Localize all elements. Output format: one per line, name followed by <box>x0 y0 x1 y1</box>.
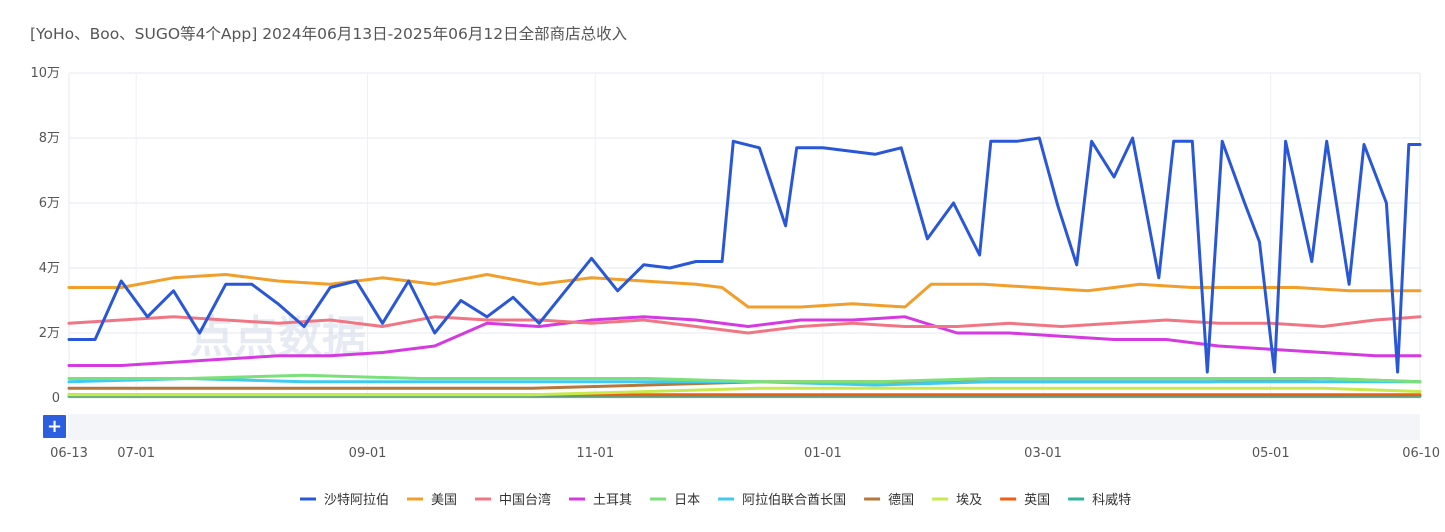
legend-label: 土耳其 <box>593 493 632 508</box>
legend-item[interactable]: 中国台湾 <box>475 492 551 508</box>
zoom-expand-button[interactable] <box>43 415 66 438</box>
legend-item[interactable]: 阿拉伯联合酋长国 <box>718 492 846 508</box>
legend: 沙特阿拉伯 美国 中国台湾 土耳其 日本 阿拉伯联合酋长国 德国 埃及 英国 科威特 <box>300 492 1131 508</box>
y-tick-label: 6万 <box>39 196 60 211</box>
series-line <box>67 315 1422 335</box>
legend-item[interactable]: 英国 <box>1000 493 1050 508</box>
series-lines <box>67 136 1422 398</box>
series-line <box>67 386 1422 397</box>
legend-item[interactable]: 日本 <box>650 493 700 508</box>
legend-item[interactable]: 沙特阿拉伯 <box>300 493 389 508</box>
series-line <box>67 273 1422 309</box>
legend-item[interactable]: 埃及 <box>932 493 982 508</box>
legend-label: 埃及 <box>956 493 982 508</box>
x-axis: 06-13 07-01 09-01 11-01 01-01 03-01 05-01 06-10 <box>50 446 1440 461</box>
y-tick-label: 8万 <box>39 131 60 146</box>
legend-label: 沙特阿拉伯 <box>324 493 389 508</box>
x-tick-label: 01-01 <box>804 446 842 461</box>
x-tick-label: 09-01 <box>349 446 387 461</box>
series-line <box>67 315 1422 367</box>
legend-item[interactable]: 美国 <box>407 493 457 508</box>
chart-title: [YoHo、Boo、SUGO等4个App] 2024年06月13日-2025年0… <box>30 25 628 43</box>
y-axis: 0 2万 4万 6万 8万 10万 <box>30 66 60 406</box>
y-tick-label: 10万 <box>30 66 60 81</box>
y-tick-label: 2万 <box>39 326 60 341</box>
x-tick-label: 11-01 <box>576 446 614 461</box>
legend-label: 阿拉伯联合酋长国 <box>742 492 846 508</box>
legend-item[interactable]: 德国 <box>864 493 914 508</box>
x-tick-label: 05-01 <box>1252 446 1290 461</box>
legend-label: 英国 <box>1024 493 1050 508</box>
y-tick-label: 0 <box>52 391 60 406</box>
y-tick-label: 4万 <box>39 261 60 276</box>
x-tick-label: 03-01 <box>1024 446 1062 461</box>
legend-item[interactable]: 科威特 <box>1068 493 1131 508</box>
series-line <box>67 373 1422 384</box>
x-tick-label: 06-13 <box>50 446 88 461</box>
series-line <box>67 136 1422 374</box>
zoom-track[interactable] <box>68 414 1420 440</box>
legend-label: 日本 <box>674 493 700 508</box>
x-tick-label: 07-01 <box>117 446 155 461</box>
legend-label: 科威特 <box>1092 493 1131 508</box>
legend-item[interactable]: 土耳其 <box>569 493 632 508</box>
legend-label: 德国 <box>888 493 914 508</box>
zoom-expand-icon: + <box>47 416 62 437</box>
x-tick-label: 06-10 <box>1402 446 1440 461</box>
legend-label: 中国台湾 <box>499 492 551 508</box>
legend-label: 美国 <box>431 493 457 508</box>
